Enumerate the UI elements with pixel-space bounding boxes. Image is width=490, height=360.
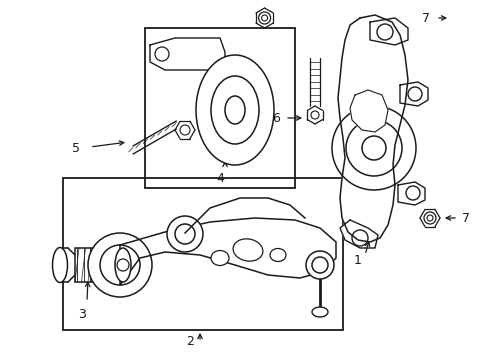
Ellipse shape	[196, 55, 274, 165]
Polygon shape	[398, 182, 425, 205]
Circle shape	[332, 106, 416, 190]
Ellipse shape	[379, 23, 401, 41]
Circle shape	[383, 25, 397, 39]
Text: 7: 7	[462, 211, 470, 225]
Circle shape	[352, 230, 368, 246]
Circle shape	[306, 251, 334, 279]
Polygon shape	[350, 90, 388, 132]
Ellipse shape	[115, 248, 131, 282]
Polygon shape	[370, 18, 408, 45]
Circle shape	[377, 24, 393, 40]
Text: 6: 6	[272, 112, 280, 125]
Circle shape	[406, 186, 420, 200]
Circle shape	[312, 257, 328, 273]
Circle shape	[100, 245, 140, 285]
Circle shape	[362, 136, 386, 160]
Bar	[63, 178, 343, 330]
Ellipse shape	[225, 96, 245, 124]
Polygon shape	[150, 38, 225, 70]
Circle shape	[155, 47, 169, 61]
Ellipse shape	[312, 307, 328, 317]
Circle shape	[346, 120, 402, 176]
Ellipse shape	[233, 239, 263, 261]
Circle shape	[117, 259, 129, 271]
Ellipse shape	[270, 248, 286, 261]
Text: 3: 3	[78, 308, 86, 321]
Polygon shape	[400, 82, 428, 106]
Polygon shape	[340, 220, 378, 248]
Polygon shape	[120, 218, 336, 285]
Text: 4: 4	[216, 172, 224, 185]
Text: 1: 1	[354, 253, 362, 266]
Ellipse shape	[52, 248, 68, 283]
Text: 2: 2	[186, 335, 194, 348]
Text: 5: 5	[72, 141, 80, 154]
Circle shape	[408, 87, 422, 101]
Bar	[75, 248, 123, 282]
Circle shape	[88, 233, 152, 297]
Ellipse shape	[211, 76, 259, 144]
Circle shape	[175, 224, 195, 244]
Circle shape	[167, 216, 203, 252]
Ellipse shape	[211, 251, 229, 266]
Polygon shape	[338, 15, 408, 242]
Text: 7: 7	[422, 12, 430, 24]
Bar	[145, 28, 295, 188]
